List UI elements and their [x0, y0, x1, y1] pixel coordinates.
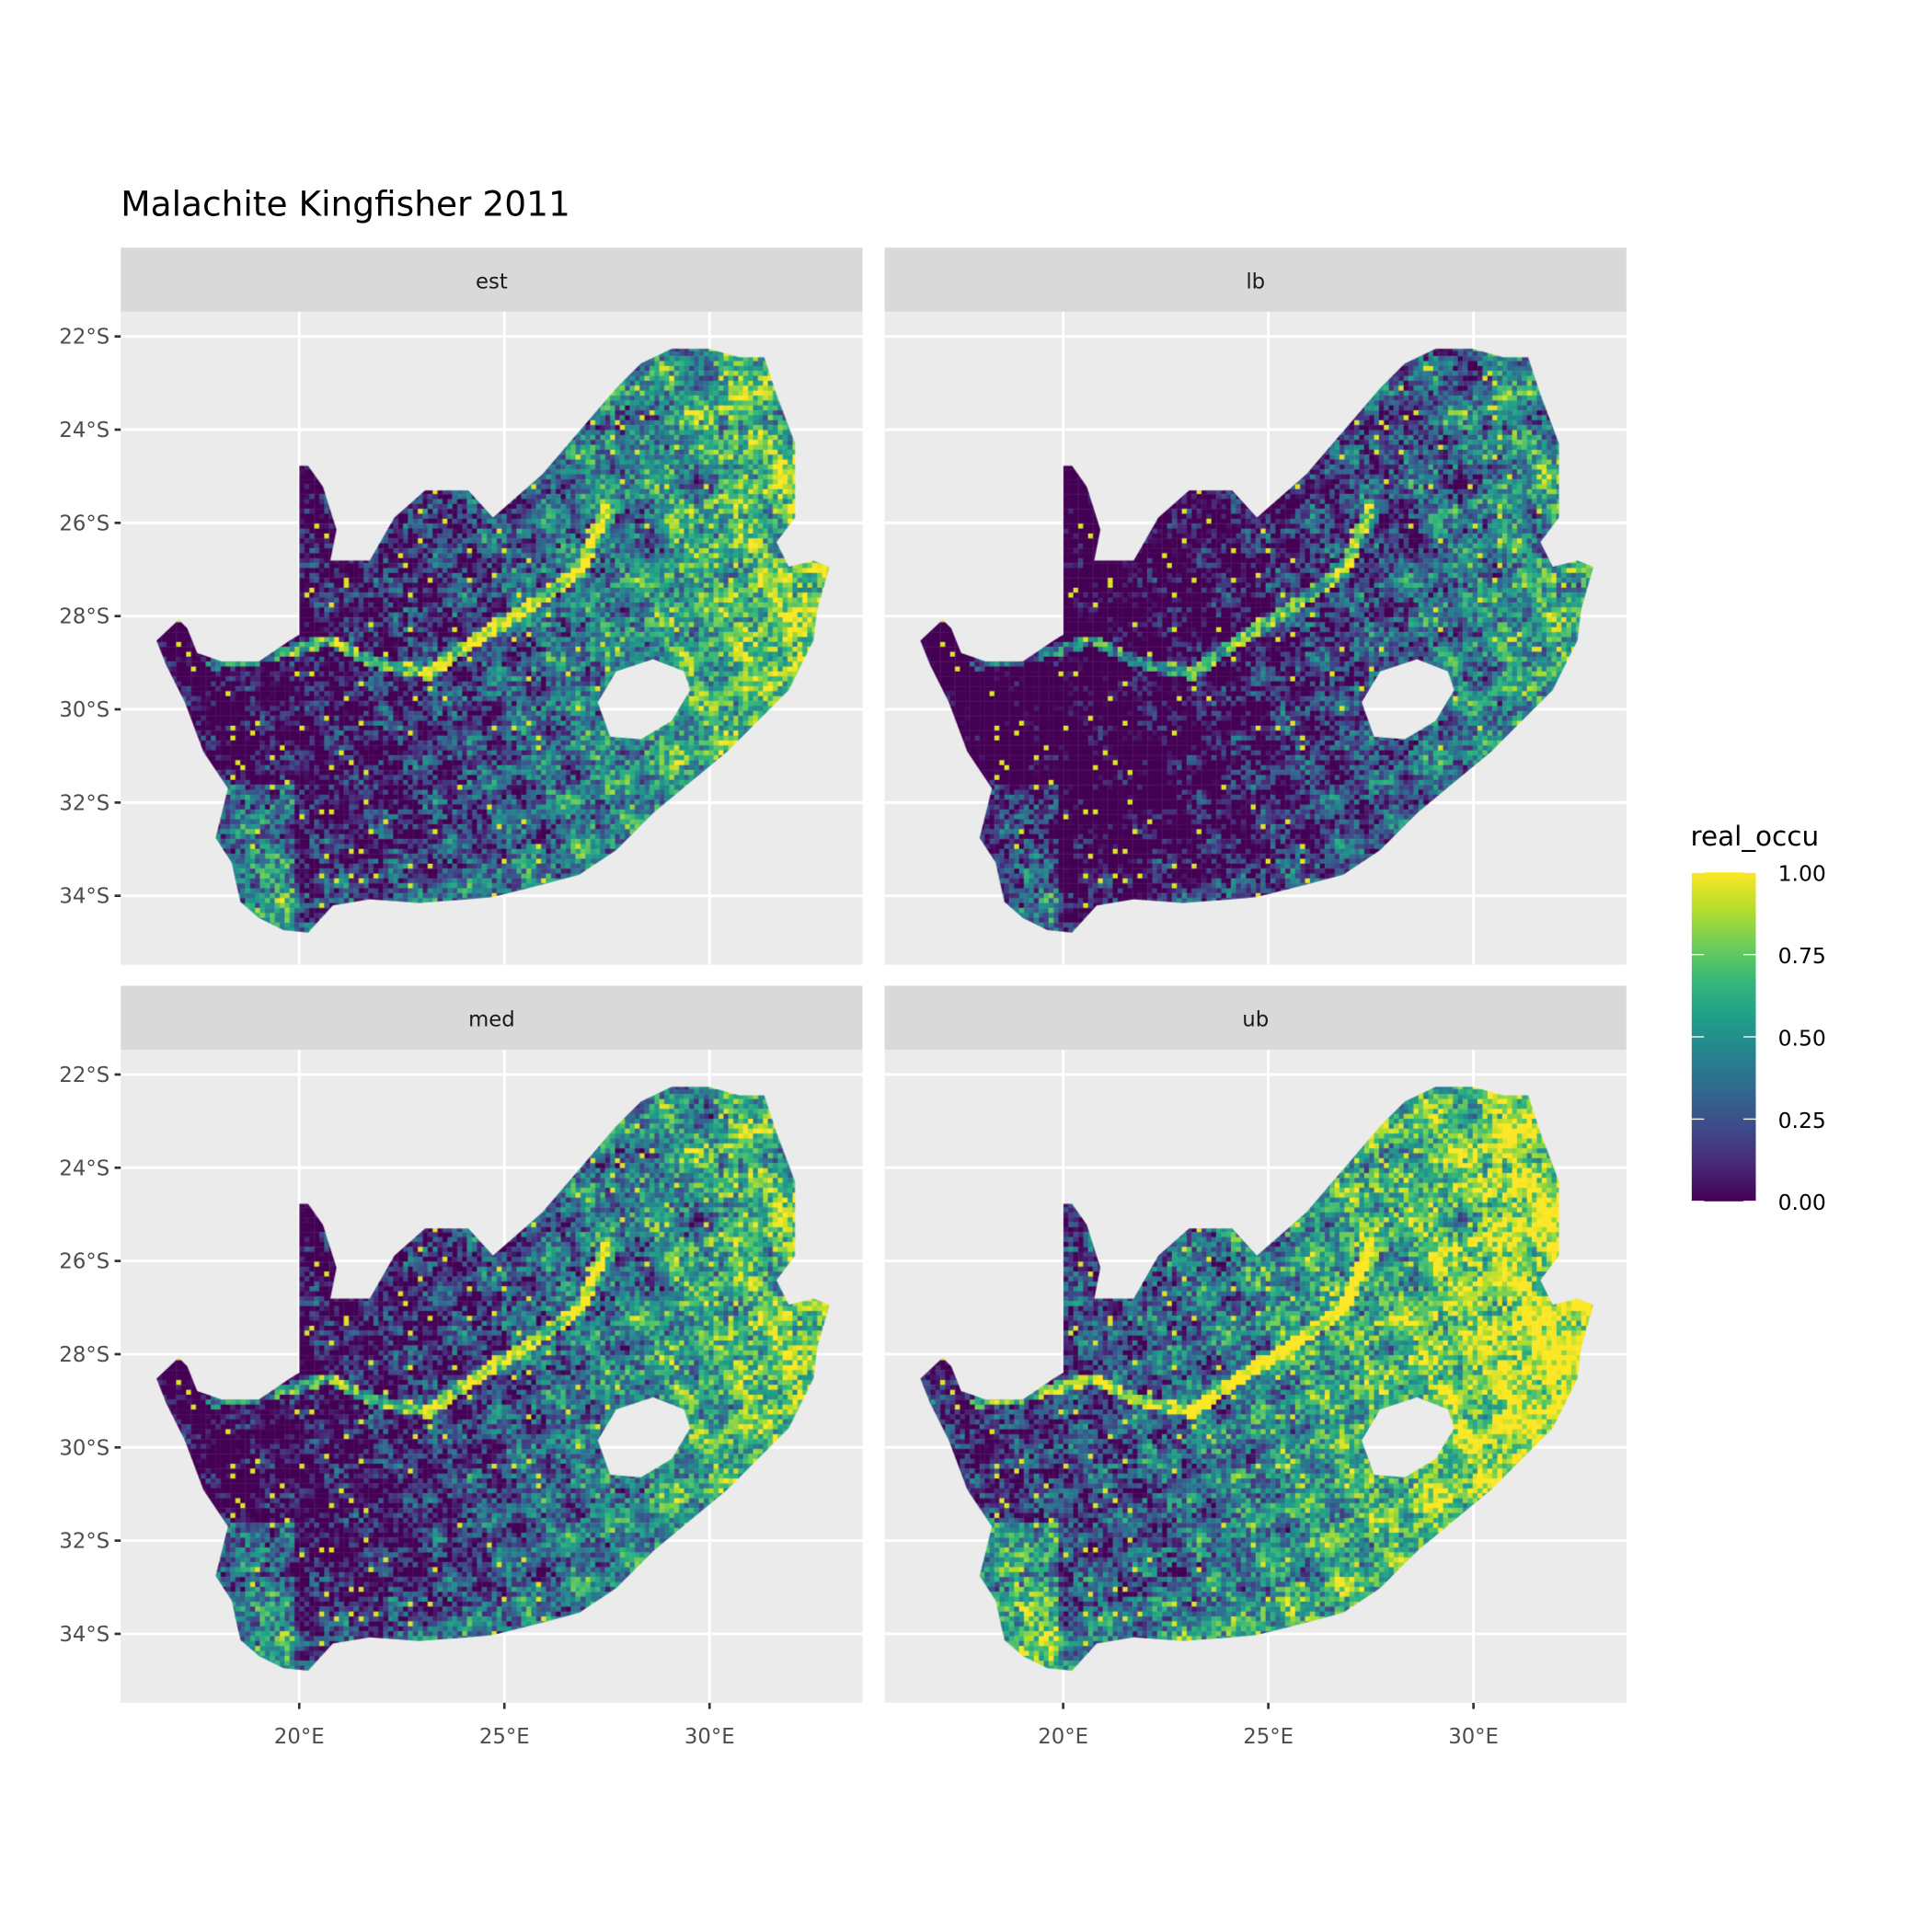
occupancy-raster-est [121, 311, 863, 965]
x-tick-label: 20°E [274, 1725, 325, 1749]
legend-label: 0.25 [1778, 1108, 1826, 1133]
occupancy-raster-ub [884, 1050, 1627, 1703]
x-tick-label: 30°E [684, 1725, 735, 1749]
y-tick-label: 24°S [59, 1156, 109, 1180]
x-tick-label: 25°E [1243, 1725, 1294, 1749]
legend-label: 0.50 [1778, 1025, 1826, 1051]
legend-label: 1.00 [1778, 861, 1826, 887]
y-tick-label: 34°S [59, 885, 109, 909]
x-tick-label: 30°E [1448, 1725, 1499, 1749]
facet-strip [121, 247, 863, 312]
legend-label: 0.75 [1778, 943, 1826, 969]
y-tick-label: 26°S [59, 1250, 109, 1274]
y-tick-label: 34°S [59, 1623, 109, 1647]
legend-title: real_occu [1691, 821, 1820, 852]
plot-title: Malachite Kingfisher 2011 [121, 183, 570, 224]
facet-strip-label: med [468, 1008, 515, 1032]
y-tick-label: 22°S [59, 326, 109, 350]
y-tick-label: 30°S [59, 698, 109, 722]
y-tick-label: 22°S [59, 1064, 109, 1087]
y-tick-label: 28°S [59, 605, 109, 629]
facet-strip [121, 985, 863, 1051]
x-tick-label: 20°E [1038, 1725, 1088, 1749]
occupancy-raster-lb [884, 311, 1627, 965]
y-tick-label: 32°S [59, 791, 109, 815]
y-tick-label: 28°S [59, 1343, 109, 1367]
y-tick-label: 30°S [59, 1436, 109, 1460]
legend: real_occu 1.00 0.75 0.50 0.25 0.00 [1691, 821, 1826, 1215]
y-tick-label: 24°S [59, 419, 109, 443]
facet-strip-label: lb [1246, 270, 1265, 293]
facet-strip-label: ub [1242, 1008, 1269, 1032]
facet-strip [884, 247, 1627, 312]
facet-strip [884, 985, 1627, 1051]
y-tick-label: 32°S [59, 1530, 109, 1554]
x-tick-label: 25°E [479, 1725, 530, 1749]
facet-strip-label: est [476, 270, 508, 293]
legend-label: 0.00 [1778, 1190, 1826, 1215]
y-tick-label: 26°S [59, 512, 109, 535]
occupancy-raster-med [121, 1050, 863, 1703]
